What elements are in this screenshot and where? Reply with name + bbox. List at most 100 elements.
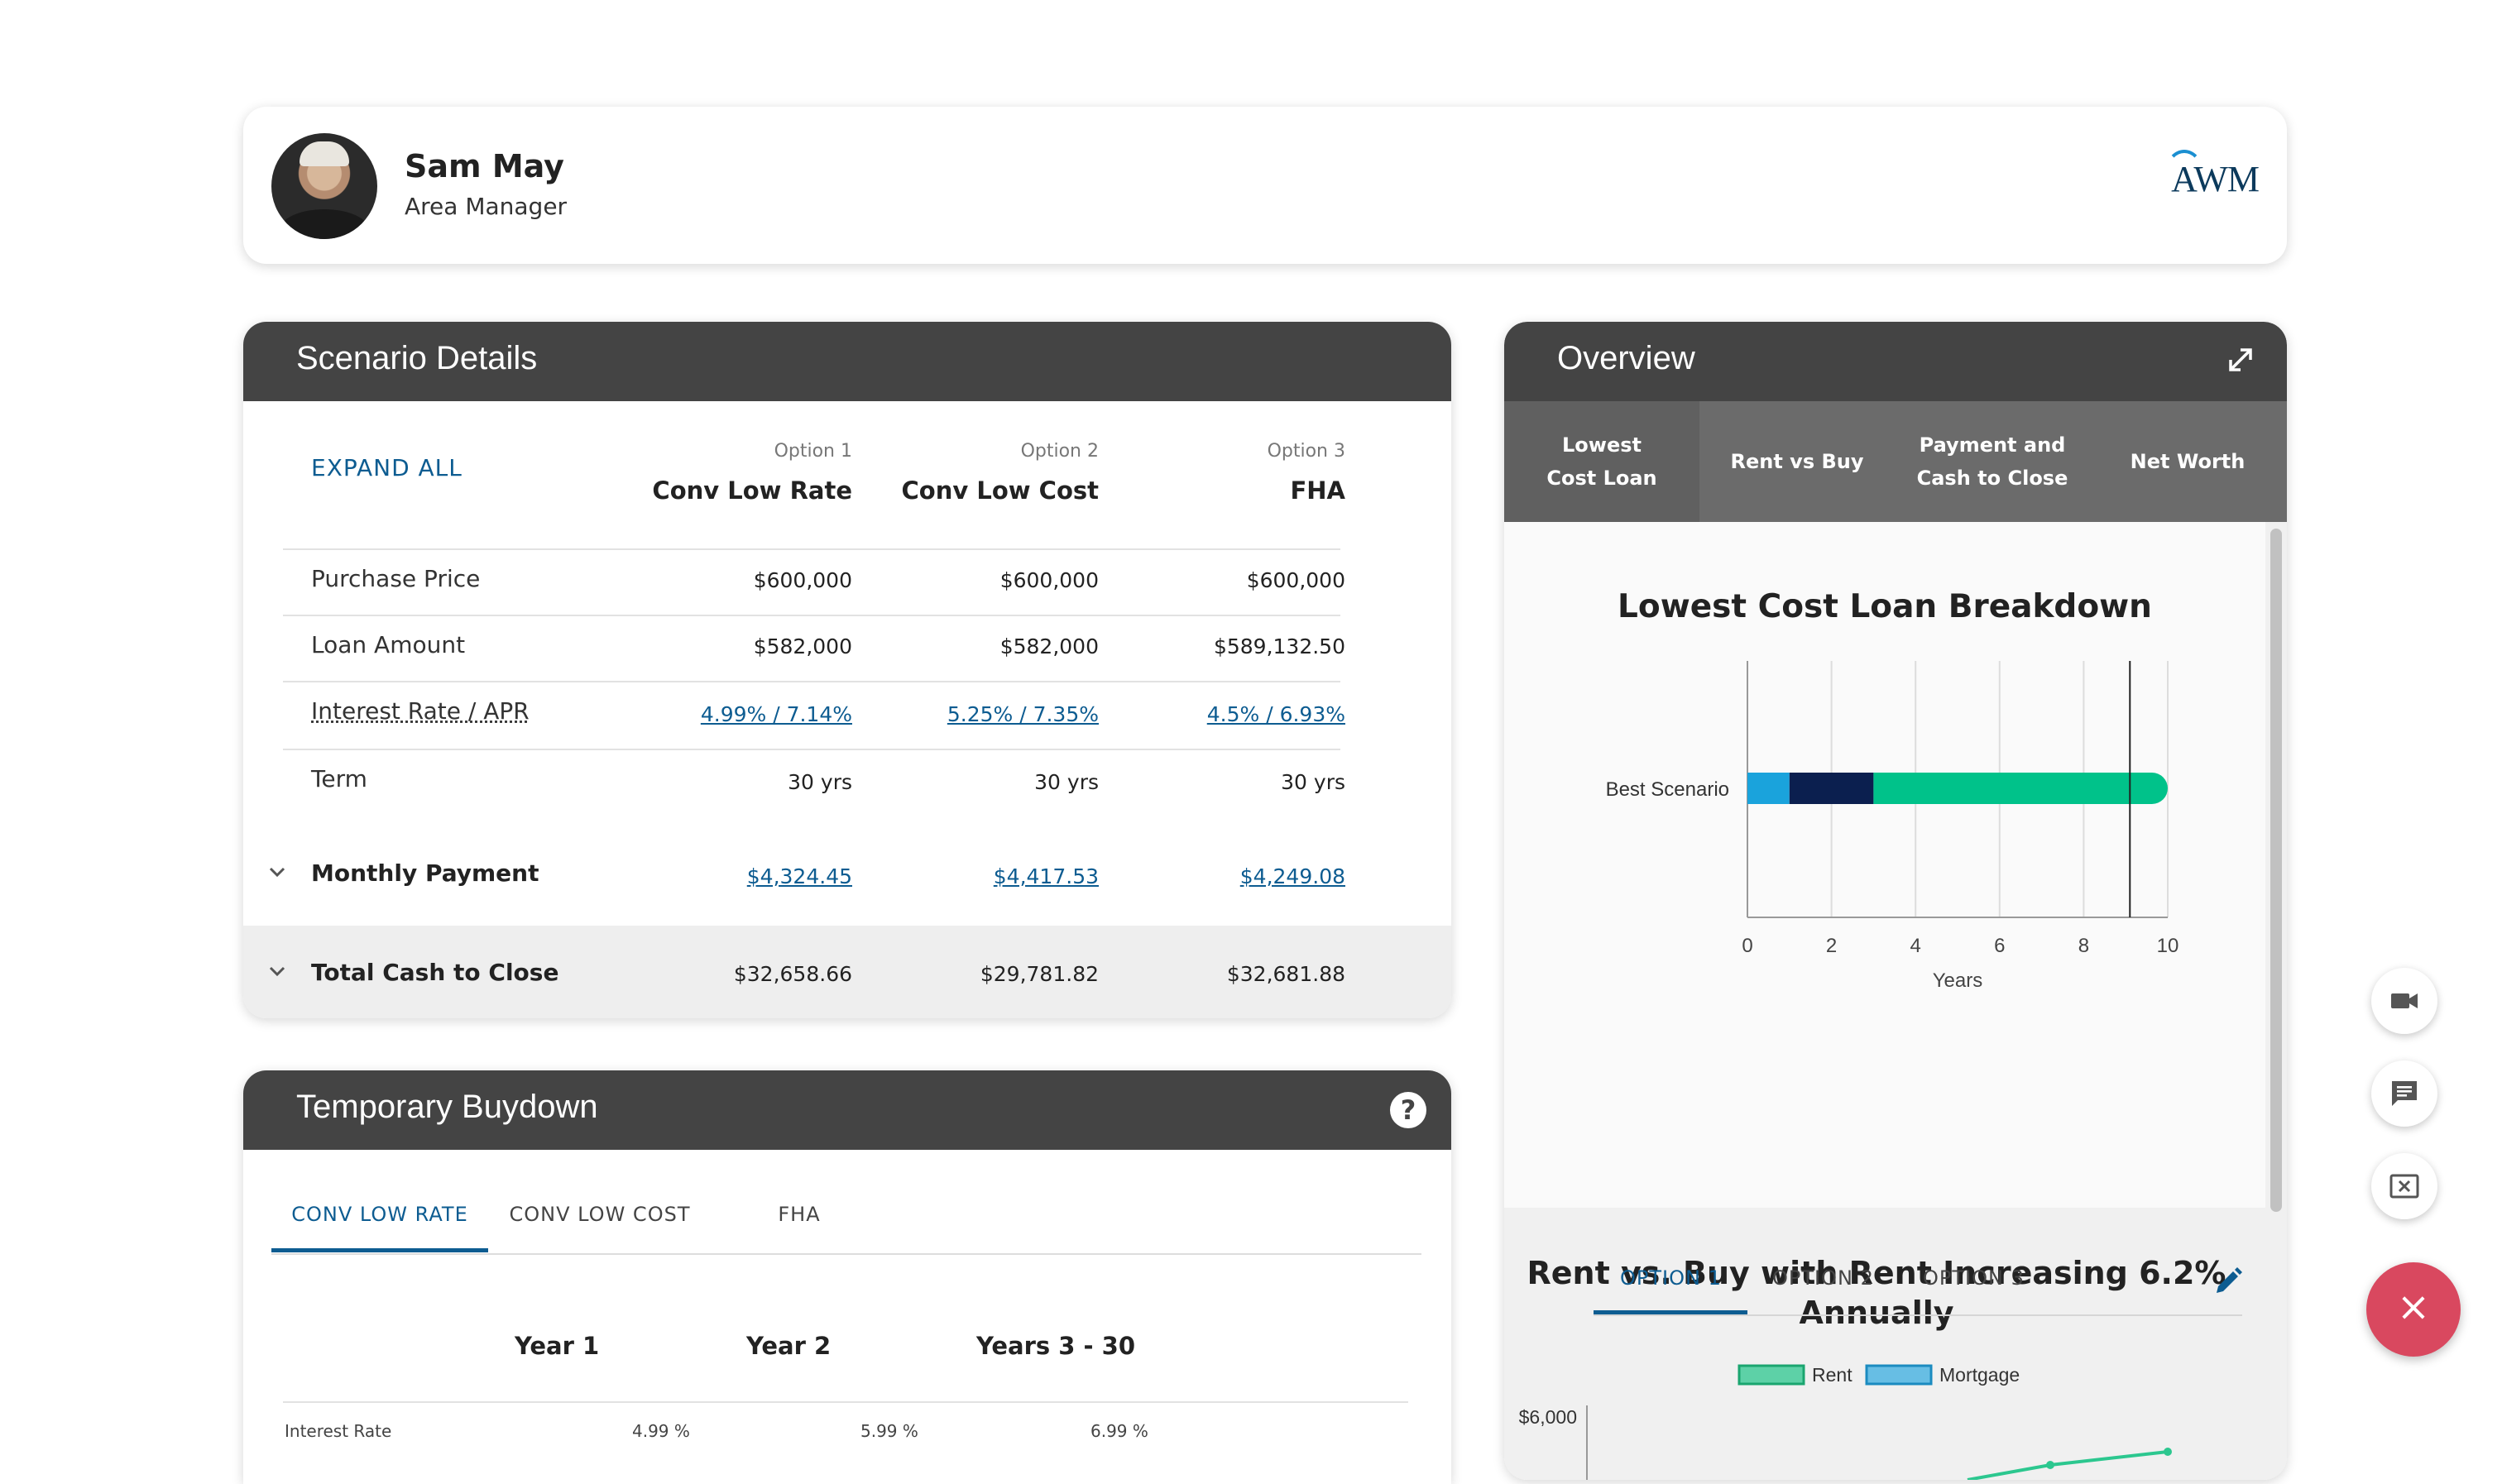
- close-screen-share-button[interactable]: [2371, 1153, 2437, 1219]
- overview-header: Overview: [1504, 322, 2287, 401]
- year-1-header: Year 1: [515, 1332, 600, 1360]
- rent-point: [2164, 1448, 2172, 1456]
- buydown-header: Temporary Buydown ?: [243, 1070, 1451, 1150]
- expand-all-button[interactable]: EXPAND ALL: [311, 454, 463, 481]
- legend-swatch: [1738, 1364, 1805, 1386]
- purchase-price-option-3: $600,000: [1246, 568, 1345, 592]
- scenario-details-card: Scenario Details EXPAND ALL Option 1 Con…: [243, 322, 1451, 1018]
- divider: [283, 615, 1340, 616]
- interest-rate-option-1-link[interactable]: 4.99% / 7.14%: [700, 702, 852, 726]
- tab-conv-low-cost[interactable]: CONV LOW COST: [509, 1203, 691, 1226]
- company-logo: AWM: [2166, 150, 2260, 200]
- option-3-header: Option 3 FHA: [1130, 441, 1345, 505]
- tab-option-3[interactable]: OPTION 3: [1923, 1266, 2025, 1290]
- interest-rate-label[interactable]: Interest Rate / APR: [311, 697, 530, 725]
- option-label: Option 1: [774, 441, 852, 462]
- purchase-price-option-1: $600,000: [753, 568, 852, 592]
- scenario-title: Scenario Details: [296, 340, 538, 376]
- chat-icon: [2392, 1081, 2417, 1106]
- active-tab-indicator: [271, 1248, 488, 1252]
- chat-button[interactable]: [2371, 1060, 2437, 1127]
- purchase-price-option-2: $600,000: [999, 568, 1099, 592]
- tab-fha[interactable]: FHA: [778, 1203, 821, 1226]
- tab-lowest-cost-loan[interactable]: Lowest Cost Loan: [1504, 401, 1699, 522]
- chevron-down-icon[interactable]: [268, 863, 286, 881]
- tab-payment-cash-to-close[interactable]: Payment and Cash to Close: [1895, 401, 2090, 522]
- term-label: Term: [311, 765, 367, 792]
- monthly-payment-label[interactable]: Monthly Payment: [311, 859, 539, 887]
- chevron-down-icon[interactable]: [268, 962, 286, 980]
- monthly-payment-option-3-link[interactable]: $4,249.08: [1239, 864, 1345, 888]
- tab-rent-vs-buy[interactable]: Rent vs Buy: [1699, 401, 1895, 522]
- avatar-cap: [300, 141, 349, 166]
- loan-amount-option-1: $582,000: [753, 634, 852, 658]
- profile-card: Sam May Area Manager AWM: [243, 107, 2287, 264]
- rent-vs-buy-chart: Rent Mortgage $6,000: [1519, 1364, 2172, 1480]
- rent-point: [2046, 1461, 2054, 1469]
- interest-rate-option-2-link[interactable]: 5.25% / 7.35%: [947, 702, 1099, 726]
- video-call-button[interactable]: [2371, 968, 2437, 1034]
- tab-conv-low-rate[interactable]: CONV LOW RATE: [291, 1203, 468, 1226]
- active-tab-indicator: [1594, 1310, 1747, 1314]
- cash-to-close-option-2: $29,781.82: [980, 962, 1099, 986]
- logo-swoosh-icon: [2166, 150, 2203, 189]
- avatar-shirt: [280, 209, 369, 239]
- tab-label: Payment and Cash to Close: [1916, 433, 2068, 490]
- x-axis-label: Years: [1933, 969, 1983, 992]
- interest-rate-option-3-link[interactable]: 4.5% / 6.93%: [1206, 702, 1345, 726]
- edit-pencil-icon[interactable]: [2210, 1263, 2246, 1300]
- tab-net-worth[interactable]: Net Worth: [2090, 401, 2285, 522]
- rent-vs-buy-title: Rent vs. Buy with Rent Increasing 6.2% A…: [1527, 1255, 2226, 1331]
- bar-segment: [1747, 773, 1790, 804]
- help-icon[interactable]: ?: [1390, 1092, 1426, 1128]
- monthly-payment-option-1-link[interactable]: $4,324.45: [746, 864, 852, 888]
- close-fab-button[interactable]: ×: [2366, 1262, 2461, 1357]
- expand-icon[interactable]: [2224, 343, 2257, 376]
- option-1-header: Option 1 Conv Low Rate: [637, 441, 852, 505]
- cash-to-close-row[interactable]: [243, 926, 1451, 1018]
- chart-title: Lowest Cost Loan Breakdown: [1618, 588, 2152, 625]
- divider: [283, 1401, 1408, 1403]
- bar-segment: [1873, 773, 2168, 804]
- term-option-3: 30 yrs: [1281, 770, 1345, 794]
- legend-swatch: [1865, 1364, 1933, 1386]
- year-2-header: Year 2: [746, 1332, 832, 1360]
- divider: [283, 548, 1340, 550]
- option-name: FHA: [1290, 476, 1345, 505]
- y-tick-label: $6,000: [1519, 1406, 1577, 1428]
- monthly-payment-option-2-link[interactable]: $4,417.53: [993, 864, 1099, 888]
- legend-label: Rent: [1812, 1364, 1853, 1386]
- buydown-title: Temporary Buydown: [296, 1089, 598, 1125]
- overview-card: Overview Lowest Cost Loan Rent vs Buy Pa…: [1504, 322, 2287, 1480]
- tab-label: Rent vs Buy: [1730, 450, 1864, 473]
- tab-option-1[interactable]: OPTION 1: [1620, 1266, 1722, 1290]
- legend-label: Mortgage: [1939, 1364, 2020, 1386]
- x-tick-label: 6: [1994, 935, 2005, 957]
- tab-bar-divider: [271, 1253, 1421, 1255]
- bar-segment: [1789, 773, 1874, 804]
- tab-bar-divider: [1594, 1314, 2242, 1316]
- overview-tabs: Lowest Cost Loan Rent vs Buy Payment and…: [1504, 401, 2287, 601]
- bar-segment-join: [1873, 773, 1891, 804]
- option-label: Option 2: [1020, 441, 1099, 462]
- avatar: [271, 133, 377, 239]
- option-label: Option 3: [1267, 441, 1345, 462]
- scrollbar-thumb[interactable]: [2270, 529, 2282, 1212]
- cash-to-close-label[interactable]: Total Cash to Close: [311, 959, 559, 986]
- divider: [283, 749, 1340, 750]
- interest-years-3-30: 6.99 %: [1090, 1421, 1148, 1441]
- term-option-2: 30 yrs: [1034, 770, 1099, 794]
- divider: [283, 681, 1340, 682]
- interest-rate-label: Interest Rate: [285, 1421, 392, 1441]
- lowest-cost-chart: 0 2 4 6 8 10 Best Scenario Years: [1606, 661, 2178, 992]
- cash-to-close-option-1: $32,658.66: [733, 962, 852, 986]
- purchase-price-label: Purchase Price: [311, 565, 481, 592]
- term-option-1: 30 yrs: [788, 770, 852, 794]
- x-tick-label: 0: [1742, 935, 1752, 957]
- profile-name: Sam May: [405, 148, 564, 184]
- interest-year-2: 5.99 %: [860, 1421, 918, 1441]
- loan-amount-option-3: $589,132.50: [1213, 634, 1345, 658]
- x-tick-label: 4: [1910, 935, 1921, 957]
- tab-option-2[interactable]: OPTION 2: [1772, 1266, 1874, 1290]
- tab-label: Lowest Cost Loan: [1546, 433, 1657, 490]
